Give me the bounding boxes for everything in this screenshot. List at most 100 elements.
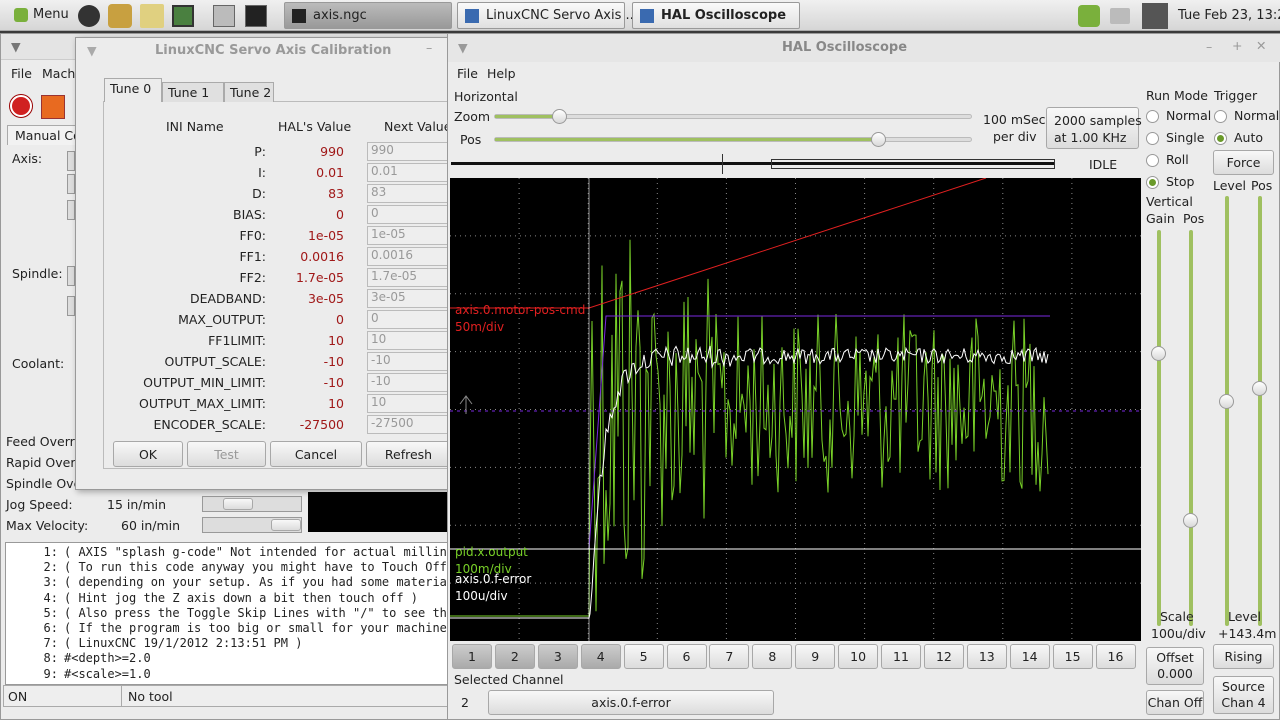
task-button[interactable]: axis.ngc [284,2,452,29]
control-stub[interactable] [67,266,75,286]
maximize-button[interactable]: + [1232,38,1243,53]
radio[interactable] [1146,132,1159,145]
tray-network[interactable] [1142,3,1168,29]
radio[interactable] [1214,110,1227,123]
launcher[interactable] [140,4,164,28]
close-button[interactable]: ✕ [1256,38,1267,53]
launcher[interactable] [245,5,267,27]
gain-slider[interactable] [1157,230,1161,626]
jog-speed-slider[interactable] [202,496,302,512]
next-value-input[interactable]: 10 [367,331,451,350]
manual-tab[interactable]: Manual Co [7,125,81,145]
offset-button[interactable]: Offset 0.000 [1146,647,1204,685]
radio-label[interactable]: Normal [1166,108,1212,123]
next-value-input[interactable]: -27500 [367,415,451,434]
next-value-input[interactable]: 83 [367,184,451,203]
chan-off-button[interactable]: Chan Off [1146,690,1204,715]
tab[interactable]: Tune 1 [162,82,224,102]
slider-thumb[interactable] [1183,513,1198,528]
trigger-level-slider[interactable] [1225,196,1229,626]
minimize-button[interactable]: – [426,40,433,55]
next-value-input[interactable]: 3e-05 [367,289,451,308]
control-stub[interactable] [67,296,75,316]
channel-button[interactable]: 10 [838,644,879,669]
channel-button[interactable]: 2 [494,644,535,669]
dialog-button[interactable]: Test [187,441,266,467]
control-stub[interactable] [67,174,75,194]
samples-button[interactable]: 2000 samples at 1.00 KHz [1046,107,1142,149]
source-button[interactable]: Source Chan 4 [1213,676,1274,714]
tray-shield[interactable] [1078,5,1100,27]
channel-name-button[interactable]: axis.0.f-error [488,690,774,715]
menu-item[interactable]: Mach [42,66,76,81]
zoom-slider[interactable] [494,109,972,124]
radio-label[interactable]: Normal [1234,108,1280,123]
menu-button[interactable]: Menu [33,7,69,22]
channel-button[interactable]: 1 [452,644,492,669]
next-value-input[interactable]: -10 [367,352,451,371]
menu-item[interactable]: Help [487,66,516,81]
force-button[interactable]: Force [1213,150,1274,175]
launcher[interactable] [108,4,132,28]
dialog-button[interactable]: Cancel [270,441,362,467]
slider-thumb[interactable] [223,498,253,510]
radio-label[interactable]: Single [1166,130,1205,145]
dialog-button[interactable]: OK [113,441,183,467]
window-menu-arrow[interactable]: ▼ [458,40,468,55]
radio-label[interactable]: Roll [1166,152,1189,167]
channel-button[interactable]: 14 [1009,644,1050,669]
channel-button[interactable]: 16 [1095,644,1136,669]
next-value-input[interactable]: 990 [367,142,451,161]
next-value-input[interactable]: 1e-05 [367,226,451,245]
clock[interactable]: Tue Feb 23, 13:22 [1178,8,1280,23]
channel-button[interactable]: 15 [1052,644,1093,669]
slider-thumb[interactable] [1151,346,1166,361]
tab[interactable]: Tune 0 [104,78,162,102]
next-value-input[interactable]: 0 [367,310,451,329]
control-stub[interactable] [67,200,75,220]
next-value-input[interactable]: 0.01 [367,163,451,182]
vertical-pos-slider[interactable] [1189,230,1193,626]
task-button[interactable]: LinuxCNC Servo Axis ... [457,2,638,29]
channel-button[interactable]: 12 [923,644,964,669]
slider-thumb[interactable] [1252,381,1267,396]
channel-button[interactable]: 11 [881,644,921,669]
next-value-input[interactable]: 0.0016 [367,247,451,266]
slider-thumb[interactable] [552,109,567,124]
radio-label[interactable]: Stop [1166,174,1195,189]
radio-label[interactable]: Auto [1234,130,1264,145]
max-velocity-slider[interactable] [202,517,302,533]
edge-button[interactable]: Rising [1213,644,1274,669]
slider-thumb[interactable] [871,132,886,147]
dialog-button[interactable]: Refresh [366,441,451,467]
next-value-input[interactable]: 1.7e-05 [367,268,451,287]
channel-button[interactable]: 13 [966,644,1007,669]
radio[interactable] [1146,176,1159,189]
launcher[interactable] [213,5,235,27]
next-value-input[interactable]: -10 [367,373,451,392]
estop-button[interactable] [10,95,32,117]
menu-icon[interactable] [14,8,28,22]
channel-button[interactable]: 7 [709,644,750,669]
next-value-input[interactable]: 10 [367,394,451,413]
window-menu-arrow[interactable]: ▼ [11,39,21,54]
channel-button[interactable]: 6 [666,644,707,669]
slider-thumb[interactable] [1219,394,1234,409]
launcher[interactable] [78,5,100,27]
channel-button[interactable]: 4 [580,644,621,669]
window-menu-arrow[interactable]: ▼ [87,43,97,58]
task-button[interactable]: HAL Oscilloscope [632,2,800,29]
radio[interactable] [1146,154,1159,167]
trigger-pos-slider[interactable] [1258,196,1262,626]
pos-slider[interactable] [494,132,972,147]
radio[interactable] [1146,110,1159,123]
tray-volume[interactable] [1110,8,1130,24]
next-value-input[interactable]: 0 [367,205,451,224]
menu-item[interactable]: File [457,66,478,81]
power-button[interactable] [41,95,65,119]
menu-item[interactable]: File [11,66,32,81]
launcher[interactable] [172,5,194,27]
minimize-button[interactable]: – [1206,39,1213,54]
control-stub[interactable] [67,151,75,171]
channel-button[interactable]: 8 [752,644,793,669]
